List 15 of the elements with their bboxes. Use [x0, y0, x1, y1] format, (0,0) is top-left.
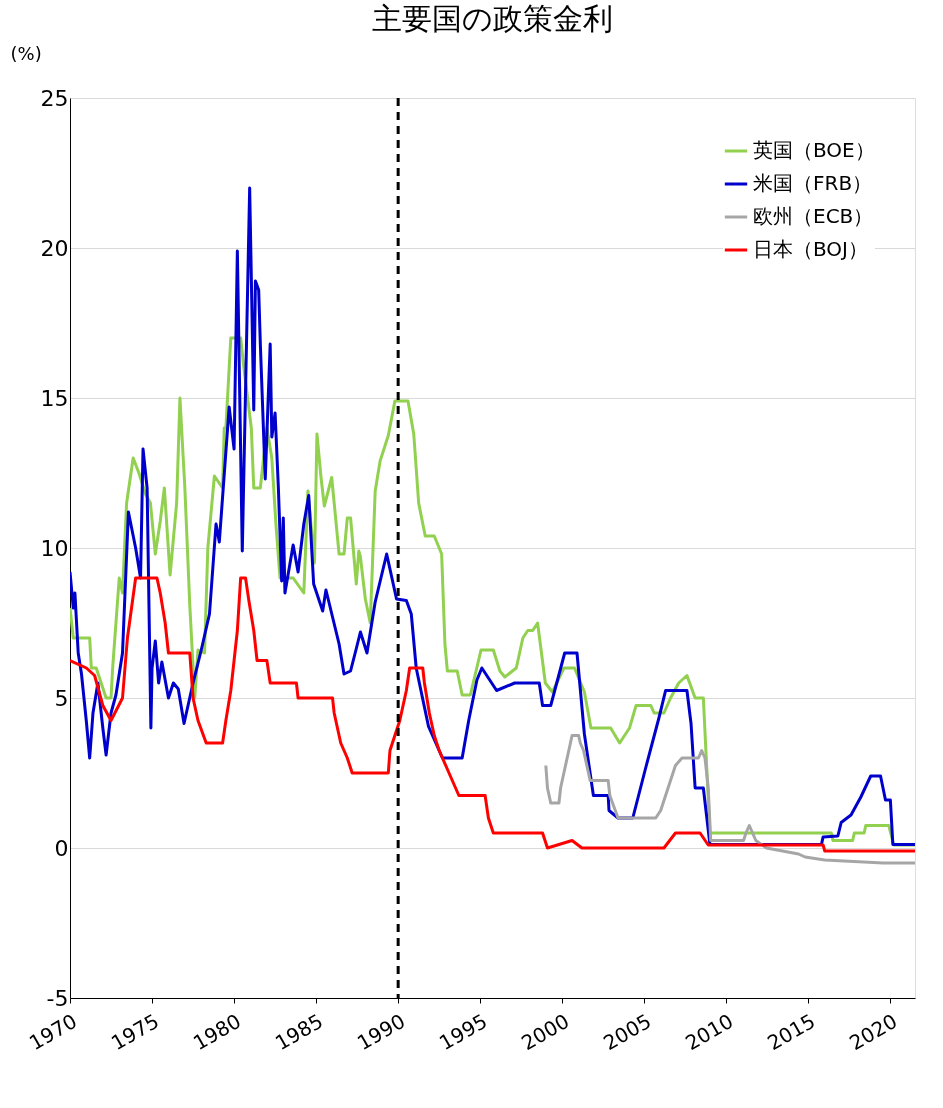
y-axis-title: (%) — [10, 42, 42, 64]
y-tick-label: 20 — [40, 235, 69, 261]
y-tick-label: 5 — [54, 685, 69, 711]
y-tick-label: 0 — [54, 835, 69, 861]
line-series — [70, 576, 915, 853]
y-tick-label: 10 — [40, 535, 69, 561]
legend-label: 日本（BOJ） — [753, 237, 869, 261]
line-series — [544, 734, 915, 865]
y-tick-label: 15 — [40, 385, 69, 411]
y-tick-label: 25 — [40, 85, 69, 111]
chart-title: 主要国の政策金利 — [372, 1, 613, 36]
legend-label: 英国（BOE） — [753, 138, 875, 162]
legend-label: 米国（FRB） — [753, 171, 873, 195]
y-tick-label: -5 — [46, 985, 69, 1011]
legend-label: 欧州（ECB） — [753, 204, 874, 228]
